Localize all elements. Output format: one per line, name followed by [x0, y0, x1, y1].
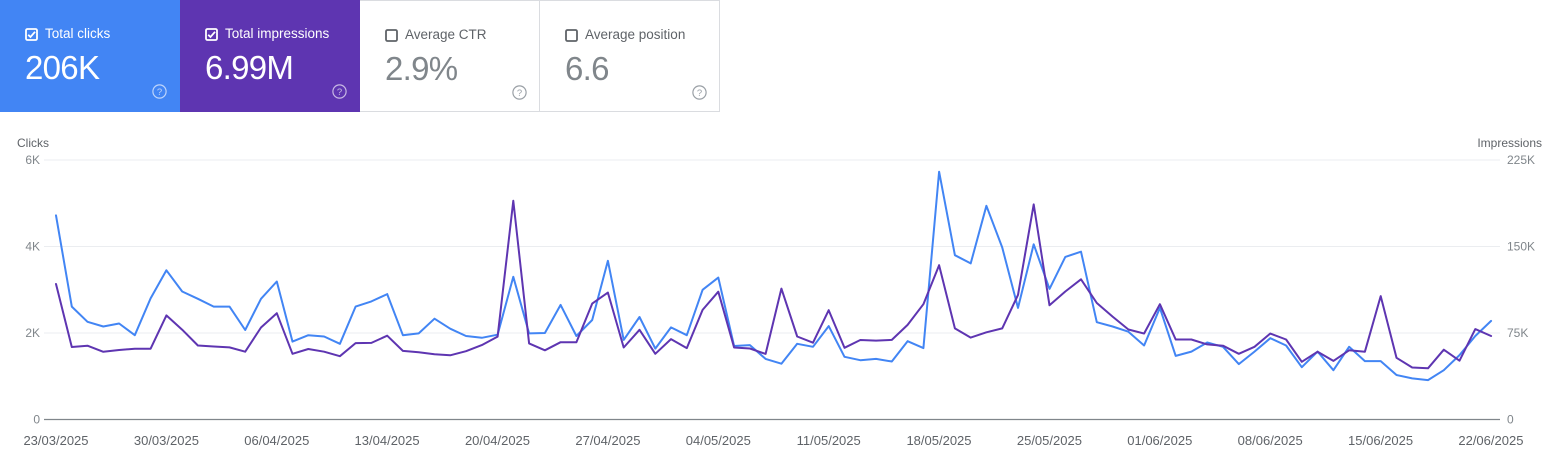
svg-text:0: 0: [33, 413, 40, 427]
svg-text:?: ?: [157, 87, 162, 98]
svg-text:225K: 225K: [1507, 153, 1535, 167]
svg-text:25/05/2025: 25/05/2025: [1017, 433, 1082, 448]
svg-text:08/06/2025: 08/06/2025: [1238, 433, 1303, 448]
svg-text:15/06/2025: 15/06/2025: [1348, 433, 1413, 448]
svg-text:75K: 75K: [1507, 326, 1528, 340]
svg-text:4K: 4K: [25, 240, 40, 254]
svg-text:30/03/2025: 30/03/2025: [134, 433, 199, 448]
svg-text:Clicks: Clicks: [17, 136, 49, 150]
svg-text:04/05/2025: 04/05/2025: [686, 433, 751, 448]
svg-text:06/04/2025: 06/04/2025: [244, 433, 309, 448]
svg-text:?: ?: [697, 88, 702, 99]
svg-text:?: ?: [337, 87, 342, 98]
svg-text:150K: 150K: [1507, 240, 1535, 254]
svg-text:0: 0: [1507, 413, 1514, 427]
svg-text:?: ?: [517, 88, 522, 99]
svg-text:13/04/2025: 13/04/2025: [355, 433, 420, 448]
svg-text:23/03/2025: 23/03/2025: [23, 433, 88, 448]
svg-text:27/04/2025: 27/04/2025: [575, 433, 640, 448]
svg-text:Impressions: Impressions: [1477, 136, 1542, 150]
svg-text:01/06/2025: 01/06/2025: [1127, 433, 1192, 448]
svg-text:18/05/2025: 18/05/2025: [906, 433, 971, 448]
svg-text:22/06/2025: 22/06/2025: [1458, 433, 1523, 448]
svg-text:6K: 6K: [25, 153, 40, 167]
svg-text:11/05/2025: 11/05/2025: [797, 433, 861, 448]
svg-text:2K: 2K: [25, 326, 40, 340]
svg-text:20/04/2025: 20/04/2025: [465, 433, 530, 448]
